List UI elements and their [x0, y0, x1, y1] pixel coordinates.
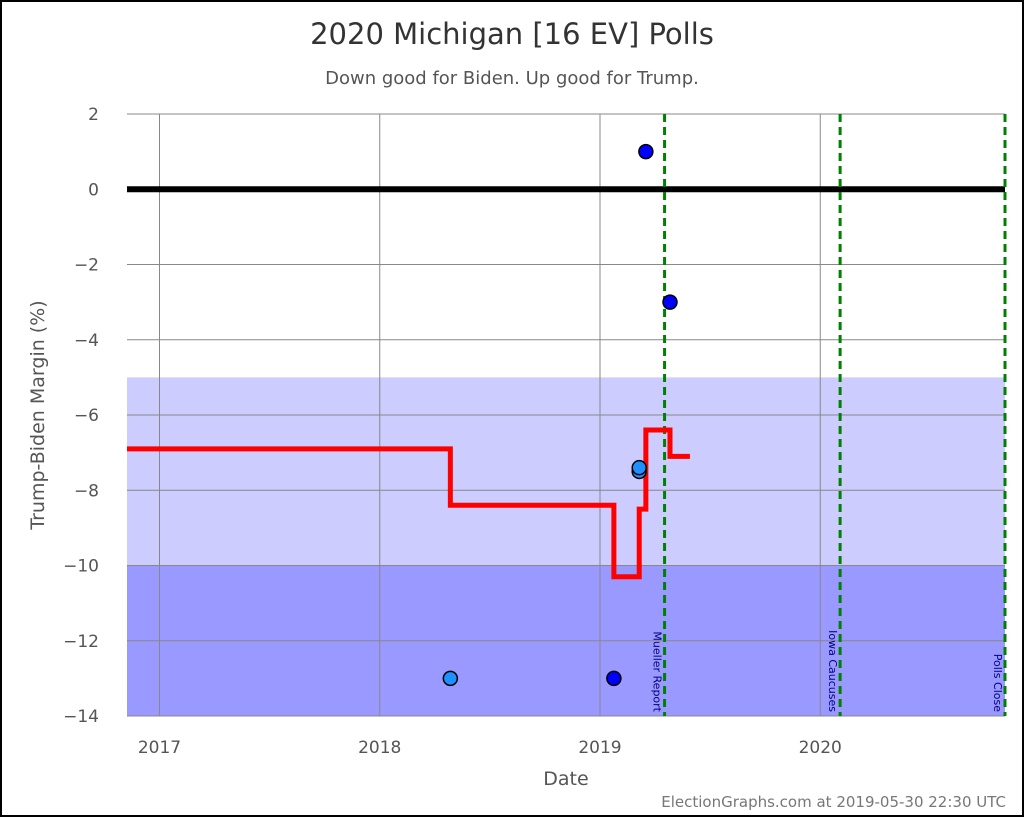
poll-point — [442, 670, 459, 687]
y-tick-label: −14 — [63, 707, 99, 727]
average-line — [127, 427, 690, 580]
y-tick-label: −10 — [63, 557, 99, 577]
margin-band — [127, 377, 1005, 566]
poll-point — [662, 294, 678, 310]
y-tick-label: −8 — [74, 481, 99, 501]
x-tick-label: 2018 — [358, 738, 401, 758]
x-tick-label: 2017 — [138, 738, 181, 758]
y-tick-label: 2 — [88, 105, 99, 125]
footer-credit: ElectionGraphs.com at 2019-05-30 22:30 U… — [661, 793, 1006, 811]
x-tick-label: 2019 — [578, 738, 621, 758]
event-label: Mueller Report — [651, 631, 664, 712]
x-tick-label: 2020 — [799, 738, 842, 758]
poll-point — [638, 143, 654, 160]
y-axis-label: Trump-Biden Margin (%) — [27, 300, 49, 530]
poll-point — [631, 459, 647, 476]
y-tick-label: −6 — [74, 406, 99, 426]
chart-subtitle: Down good for Biden. Up good for Trump. — [325, 68, 699, 89]
event-label: Polls Close — [991, 654, 1004, 713]
event-label: Iowa Caucuses — [826, 630, 839, 712]
chart-title: 2020 Michigan [16 EV] Polls — [310, 17, 714, 51]
y-tick-label: −12 — [63, 632, 99, 652]
poll-point — [606, 670, 622, 687]
y-tick-label: 0 — [88, 180, 99, 200]
y-tick-label: −2 — [74, 256, 99, 276]
y-tick-label: −4 — [74, 331, 99, 351]
x-axis-label: Date — [543, 768, 588, 790]
